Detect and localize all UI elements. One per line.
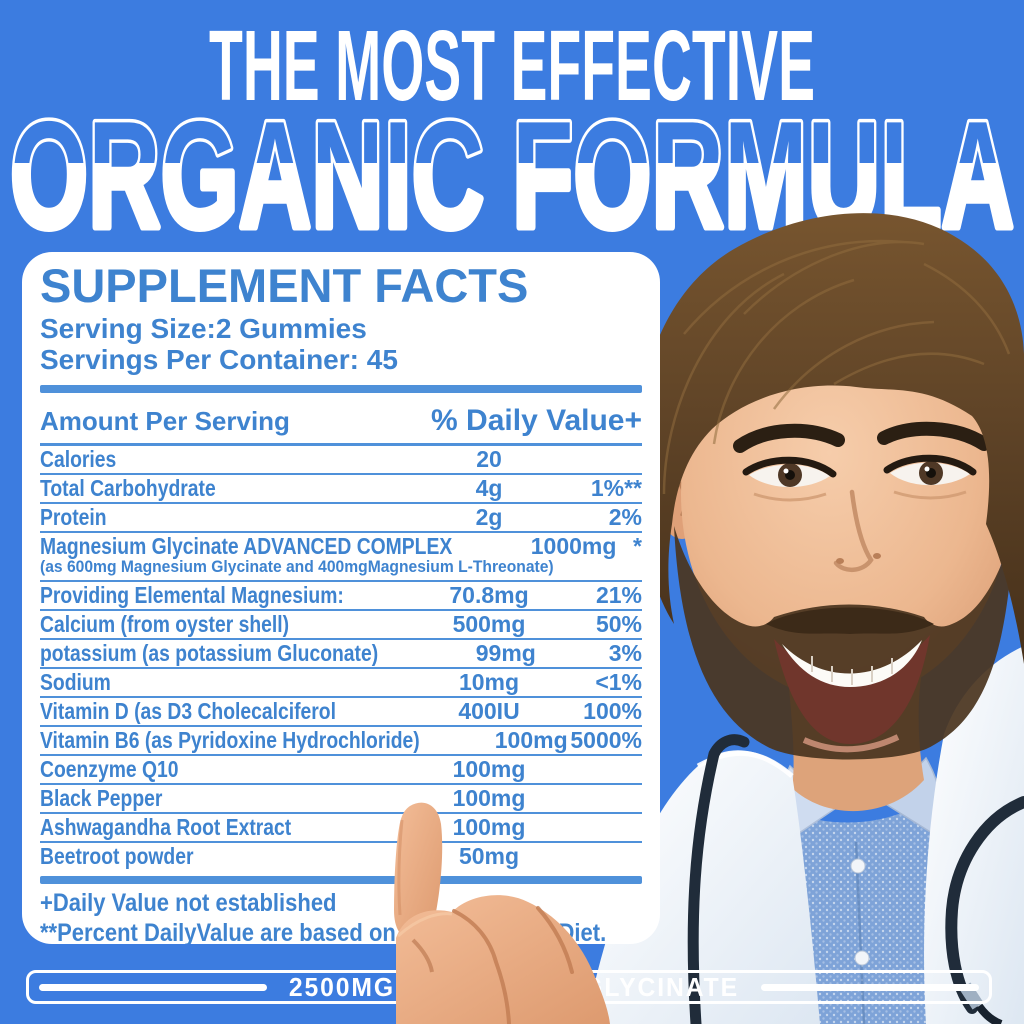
- eye-crease-right: [893, 490, 967, 500]
- ingredient-name: Ashwagandha Root Extract: [40, 813, 292, 840]
- table-row: Magnesium Glycinate ADVANCED COMPLEX (as…: [40, 532, 642, 583]
- ingredient-amount: 100mg: [452, 784, 526, 811]
- shirt-button: [854, 950, 870, 966]
- table-row: potassium (as potassium Gluconate) 99mg …: [40, 640, 642, 670]
- ingredient-amount: 500mg: [452, 611, 526, 638]
- hair: [636, 213, 1024, 665]
- ingredient-daily-value: 1%**: [590, 474, 642, 501]
- ingredient-name: Providing Elemental Magnesium:: [40, 582, 344, 609]
- serving-size: Serving Size:2 Gummies: [40, 312, 367, 344]
- teeth-gaps: [811, 656, 893, 685]
- divider-thick: [40, 384, 642, 393]
- ingredient-amount: 100mg: [452, 755, 526, 782]
- panel-title: SUPPLEMENT FACTS: [40, 259, 529, 312]
- ingredient-name: Magnesium Glycinate ADVANCED COMPLEX: [40, 532, 453, 559]
- ingredient-name: Calories: [40, 445, 117, 472]
- eye-crease-left: [753, 492, 827, 502]
- stethoscope-tube-right: [945, 796, 1024, 1014]
- tagline-text: THE MOST EFFECTIVE: [209, 10, 815, 122]
- fist: [396, 895, 610, 1024]
- ingredient-amount: 1000mg: [530, 532, 617, 559]
- ingredient-daily-value: 2%: [608, 503, 642, 530]
- thumb-base-shadow: [411, 938, 434, 973]
- eyelash-right: [883, 454, 977, 476]
- ingredient-name: Protein: [40, 503, 107, 530]
- thumbs-up-hand: [394, 802, 610, 1024]
- table-row: Ashwagandha Root Extract 100mg: [40, 814, 642, 843]
- ingredient-amount: 70.8mg: [449, 582, 529, 609]
- finger-curl-lines: [452, 906, 574, 1024]
- doctor-photo: [594, 213, 1024, 1024]
- ingredient-amount: 400IU: [458, 698, 520, 724]
- mustache: [766, 607, 934, 634]
- table-row: Vitamin B6 (as Pyridoxine Hydrochloride)…: [40, 727, 642, 756]
- ingredient-name: Calcium (from oyster shell): [40, 611, 290, 638]
- mouth: [774, 635, 930, 744]
- eye-glint-left: [783, 468, 789, 474]
- ingredient-amount: 10mg: [458, 669, 520, 696]
- table-row: Protein 2g 2%: [40, 504, 642, 533]
- stethoscope-tube-tail: [975, 1003, 1003, 1024]
- ingredient-daily-value: 21%: [595, 582, 642, 609]
- ingredient-amount: 4g: [475, 474, 503, 501]
- column-amount-per-serving: Amount Per Serving: [40, 405, 290, 436]
- ingredient-amount: 99mg: [475, 640, 536, 667]
- table-row: Vitamin D (as D3 Cholecalciferol 400IU 1…: [40, 698, 642, 727]
- ingredient-name: potassium (as potassium Gluconate): [40, 640, 379, 667]
- nose: [833, 489, 874, 572]
- ingredient-amount: 100mg: [452, 813, 526, 840]
- eyelash-left: [742, 456, 837, 478]
- nostril: [873, 553, 881, 559]
- ingredient-name: Sodium: [40, 669, 111, 696]
- stethoscope-tube-left: [687, 734, 750, 1024]
- thumb-shade: [397, 819, 404, 916]
- beard: [674, 526, 1014, 760]
- facts-rows: Calories 20 Total Carbohydrate 4g 1%** P…: [40, 446, 642, 870]
- knuckle-highlight: [396, 912, 453, 938]
- banner-line-left: [39, 983, 267, 991]
- table-row: Coenzyme Q10 100mg: [40, 756, 642, 785]
- column-daily-value: % Daily Value+: [431, 403, 642, 437]
- ingredient-amount: 100mg: [494, 726, 568, 753]
- lower-lip: [802, 734, 900, 753]
- ingredient-daily-value: *: [633, 532, 642, 559]
- table-row: Providing Elemental Magnesium: 70.8mg 21…: [40, 582, 642, 612]
- servings-per-container: Servings Per Container: 45: [40, 344, 398, 376]
- ingredient-sub-note: (as 600mg Magnesium Glycinate and 400mgM…: [40, 556, 554, 576]
- ingredient-name: Vitamin D (as D3 Cholecalciferol: [40, 698, 336, 724]
- ingredient-amount: 2g: [475, 503, 503, 530]
- table-row: Calories 20: [40, 446, 642, 475]
- table-row: Black Pepper 100mg: [40, 785, 642, 814]
- ingredient-daily-value: 5000%: [570, 726, 642, 753]
- ingredient-name: Beetroot powder: [40, 842, 194, 869]
- table-header-row: Amount Per Serving % Daily Value+: [40, 401, 642, 446]
- hair-strands: [662, 239, 1011, 495]
- banner-line-right: [760, 983, 979, 991]
- ingredient-name: Vitamin B6 (as Pyridoxine Hydrochloride): [40, 726, 420, 753]
- divider-thick: [40, 875, 642, 884]
- table-row: Sodium 10mg <1%: [40, 669, 642, 698]
- table-row: Total Carbohydrate 4g 1%**: [40, 475, 642, 504]
- ingredient-daily-value: <1%: [595, 669, 642, 696]
- ingredient-amount: 20: [476, 445, 502, 472]
- ingredient-name: Black Pepper: [40, 784, 163, 811]
- teeth: [782, 640, 922, 687]
- table-row: Beetroot powder 50mg: [40, 843, 642, 870]
- ingredient-daily-value: 50%: [595, 611, 642, 638]
- ingredient-amount: 50mg: [458, 842, 520, 869]
- eyebrow-left: [733, 423, 845, 453]
- eye-glint-right: [924, 466, 930, 472]
- ingredient-daily-value: 100%: [583, 698, 642, 724]
- nostril: [836, 558, 844, 564]
- table-row: Calcium (from oyster shell) 500mg 50%: [40, 611, 642, 641]
- ingredient-name: Coenzyme Q10: [40, 755, 179, 782]
- footnote-daily-value: +Daily Value not established: [40, 888, 337, 917]
- eyebrow-right: [877, 421, 991, 451]
- coat-left: [594, 750, 820, 1024]
- ingredient-name: Total Carbohydrate: [40, 474, 216, 501]
- ingredient-daily-value: 3%: [608, 640, 642, 667]
- shirt-button: [850, 858, 866, 874]
- thumb: [394, 802, 443, 940]
